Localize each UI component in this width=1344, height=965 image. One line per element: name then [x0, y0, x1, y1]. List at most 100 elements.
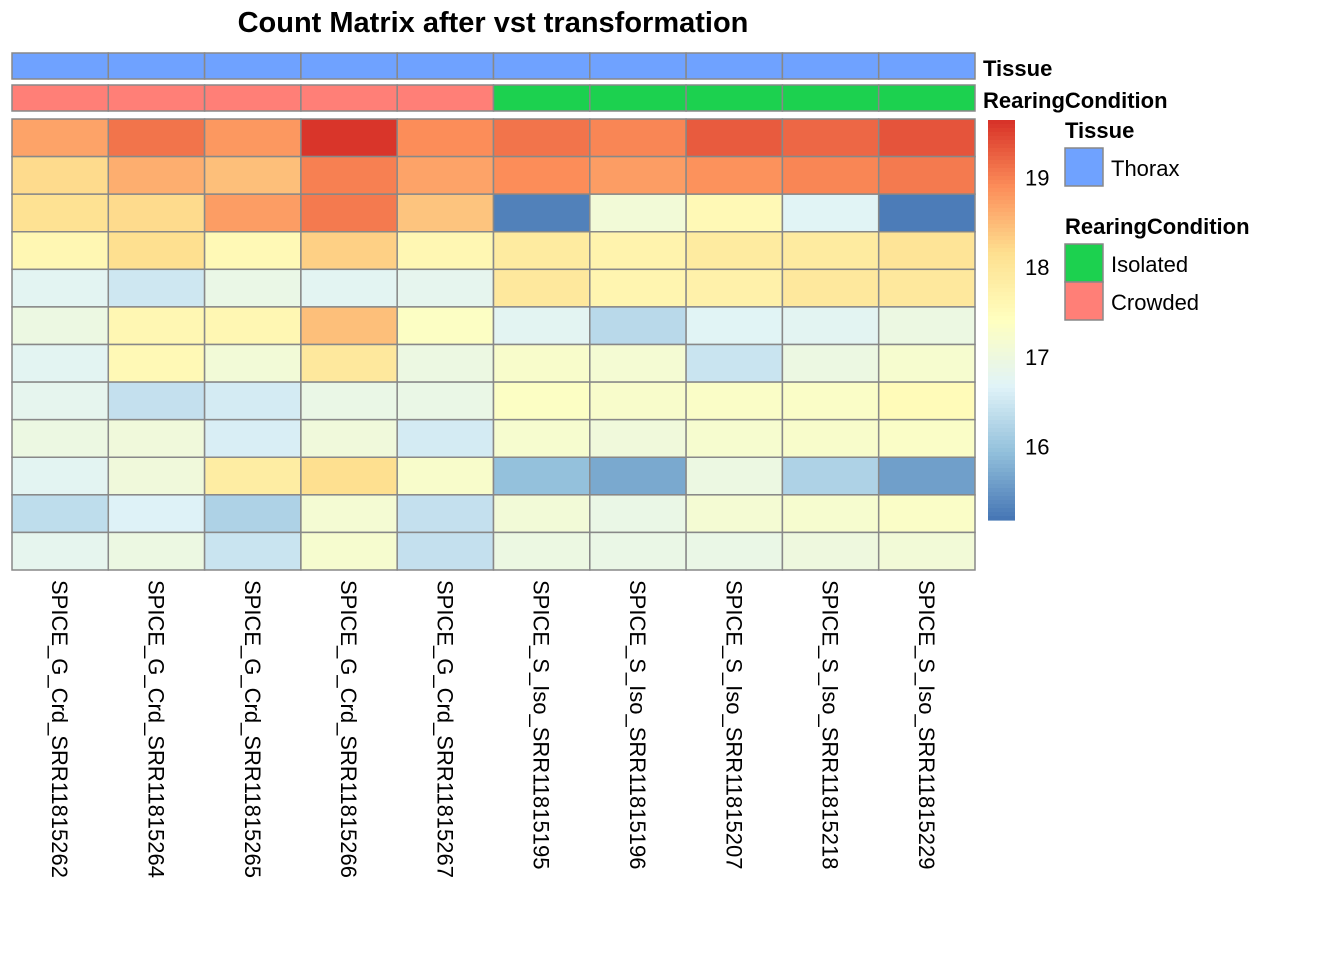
heatmap-cell — [589, 268, 687, 308]
legend-label: Thorax — [1111, 156, 1179, 181]
colorbar-segment — [988, 164, 1015, 169]
heatmap-cell — [685, 306, 784, 346]
heatmap-cell — [589, 531, 687, 571]
heatmap-cell — [492, 531, 591, 571]
heatmap-cell — [781, 418, 880, 458]
colorbar-segment — [988, 280, 1015, 285]
legend-swatch — [1064, 147, 1104, 187]
heatmap-cell — [589, 343, 687, 383]
colorbar-segment — [988, 168, 1015, 173]
colorbar-segment — [988, 512, 1015, 517]
colorbar-segment — [988, 256, 1015, 261]
heatmap-cell — [396, 118, 495, 158]
column-label: SPICE_G_Crd_SRR11815266 — [336, 580, 361, 878]
annotation-cell-rearingcondition — [11, 84, 110, 112]
heatmap-cell — [203, 531, 302, 571]
annotation-cell-tissue — [685, 52, 784, 80]
heatmap-cell — [300, 381, 398, 421]
heatmap-cell — [203, 456, 302, 496]
heatmap-cell — [492, 418, 591, 458]
heatmap-cell — [685, 155, 784, 195]
colorbar-segment — [988, 184, 1015, 189]
heatmap-cell — [781, 494, 880, 534]
heatmap-cell — [396, 381, 495, 421]
heatmap-cell — [685, 231, 784, 271]
heatmap-cell — [589, 118, 687, 158]
heatmap-cell — [203, 193, 302, 233]
heatmap-cell — [107, 231, 206, 271]
colorbar-segment — [988, 500, 1015, 505]
colorbar-segment — [988, 196, 1015, 201]
heatmap-cell — [300, 418, 398, 458]
heatmap-cell — [107, 268, 206, 308]
heatmap-cell — [781, 118, 880, 158]
colorbar-segment — [988, 204, 1015, 209]
heatmap-cell — [589, 381, 687, 421]
heatmap-cell — [589, 418, 687, 458]
heatmap-cell — [203, 118, 302, 158]
colorbar-segment — [988, 492, 1015, 497]
legend-label: Isolated — [1111, 252, 1188, 277]
colorbar-segment — [988, 240, 1015, 245]
heatmap-cell — [492, 306, 591, 346]
heatmap-cell — [300, 268, 398, 308]
annotation-cell-tissue — [492, 52, 591, 80]
colorbar-segment — [988, 136, 1015, 141]
colorbar-segment — [988, 368, 1015, 373]
colorbar-segment — [988, 388, 1015, 393]
heatmap-cell — [11, 456, 110, 496]
colorbar-segment — [988, 380, 1015, 385]
colorbar-segment — [988, 264, 1015, 269]
colorbar-segment — [988, 172, 1015, 177]
column-label: SPICE_S_Iso_SRR11815195 — [529, 580, 554, 869]
colorbar-segment — [988, 476, 1015, 481]
heatmap-cell — [877, 155, 976, 195]
heatmap-cell — [300, 193, 398, 233]
colorbar-segment — [988, 504, 1015, 509]
annotation-cell-tissue — [396, 52, 495, 80]
heatmap-cell — [589, 231, 687, 271]
heatmap-cell — [396, 343, 495, 383]
colorbar-segment — [988, 300, 1015, 305]
heatmap-cell — [107, 155, 206, 195]
heatmap-cell — [11, 531, 110, 571]
annotation-cell-tissue — [781, 52, 880, 80]
heatmap-cell — [877, 268, 976, 308]
heatmap-cell — [107, 306, 206, 346]
colorbar-segment — [988, 124, 1015, 129]
colorbar-segment — [988, 404, 1015, 409]
colorbar-segment — [988, 160, 1015, 165]
colorbar-segment — [988, 384, 1015, 389]
heatmap-cell — [589, 494, 687, 534]
colorbar-segment — [988, 400, 1015, 405]
column-label: SPICE_G_Crd_SRR11815264 — [143, 580, 168, 878]
colorbar-segment — [988, 436, 1015, 441]
colorbar-segment — [988, 292, 1015, 297]
heatmap-cell — [685, 381, 784, 421]
annotation-cell-rearingcondition — [685, 84, 784, 112]
heatmap-cell — [685, 531, 784, 571]
heatmap-cell — [107, 381, 206, 421]
colorbar-segment — [988, 428, 1015, 433]
annotation-cell-rearingcondition — [203, 84, 302, 112]
colorbar-segment — [988, 296, 1015, 301]
colorbar-segment — [988, 360, 1015, 365]
heatmap-cell — [685, 456, 784, 496]
heatmap-cell — [203, 343, 302, 383]
heatmap-cell — [685, 118, 784, 158]
colorbar-segment — [988, 440, 1015, 445]
heatmap-cell — [589, 155, 687, 195]
colorbar-segment — [988, 152, 1015, 157]
heatmap-cell — [685, 343, 784, 383]
column-label: SPICE_G_Crd_SRR11815267 — [432, 580, 457, 878]
heatmap-cell — [781, 456, 880, 496]
colorbar-segment — [988, 180, 1015, 185]
colorbar-segment — [988, 208, 1015, 213]
heatmap-cell — [877, 193, 976, 233]
heatmap-cell — [396, 231, 495, 271]
colorbar-segment — [988, 212, 1015, 217]
colorbar-segment — [988, 328, 1015, 333]
legend-label: Crowded — [1111, 290, 1199, 315]
colorbar-segment — [988, 508, 1015, 513]
